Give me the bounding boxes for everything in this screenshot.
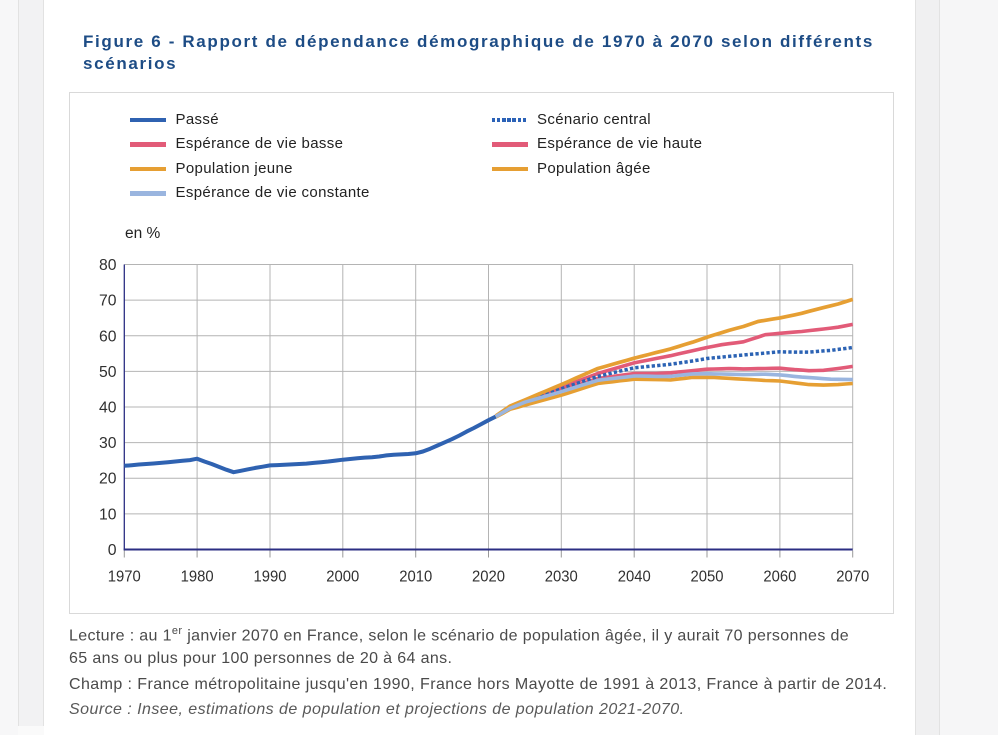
svg-text:2070: 2070 xyxy=(836,569,869,586)
svg-text:2020: 2020 xyxy=(472,569,505,586)
svg-text:2050: 2050 xyxy=(691,569,724,586)
svg-text:1970: 1970 xyxy=(108,569,141,586)
svg-text:20: 20 xyxy=(99,471,117,488)
svg-text:1980: 1980 xyxy=(181,569,214,586)
svg-text:50: 50 xyxy=(99,364,117,381)
svg-text:2060: 2060 xyxy=(763,569,796,586)
svg-text:60: 60 xyxy=(99,328,117,345)
svg-text:80: 80 xyxy=(99,257,117,274)
svg-text:2030: 2030 xyxy=(545,569,578,586)
svg-text:40: 40 xyxy=(99,400,117,417)
svg-text:2000: 2000 xyxy=(326,569,359,586)
svg-text:30: 30 xyxy=(99,435,117,452)
svg-text:70: 70 xyxy=(99,293,117,310)
svg-text:2040: 2040 xyxy=(618,569,651,586)
svg-text:10: 10 xyxy=(99,506,117,523)
svg-text:0: 0 xyxy=(108,542,117,559)
svg-text:2010: 2010 xyxy=(399,569,432,586)
svg-text:1990: 1990 xyxy=(254,569,287,586)
